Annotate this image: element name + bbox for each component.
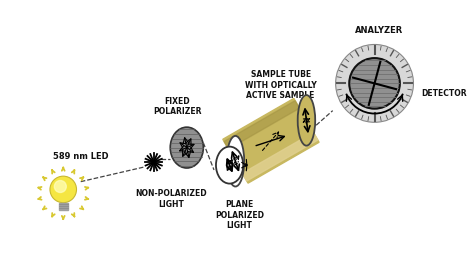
Ellipse shape — [298, 95, 315, 146]
Text: PLANE
POLARIZED
LIGHT: PLANE POLARIZED LIGHT — [215, 200, 264, 230]
Polygon shape — [223, 98, 319, 183]
Circle shape — [336, 44, 413, 122]
Polygon shape — [242, 132, 318, 181]
Text: SAMPLE TUBE
WITH OPTICALLY
ACTIVE SAMPLE: SAMPLE TUBE WITH OPTICALLY ACTIVE SAMPLE — [245, 70, 317, 100]
Text: ANALYZER: ANALYZER — [356, 26, 403, 35]
Bar — [59, 203, 68, 210]
Ellipse shape — [216, 147, 243, 184]
Text: FIXED
POLARIZER: FIXED POLARIZER — [153, 97, 201, 117]
Text: 589 nm LED: 589 nm LED — [53, 152, 109, 161]
Circle shape — [334, 43, 415, 124]
Text: DETECTOR: DETECTOR — [421, 89, 467, 98]
Circle shape — [50, 176, 76, 203]
Ellipse shape — [227, 136, 244, 186]
Circle shape — [55, 181, 66, 193]
Polygon shape — [224, 101, 300, 149]
Circle shape — [349, 58, 400, 109]
Text: NON-POLARIZED
LIGHT: NON-POLARIZED LIGHT — [136, 189, 207, 209]
Ellipse shape — [170, 127, 203, 168]
